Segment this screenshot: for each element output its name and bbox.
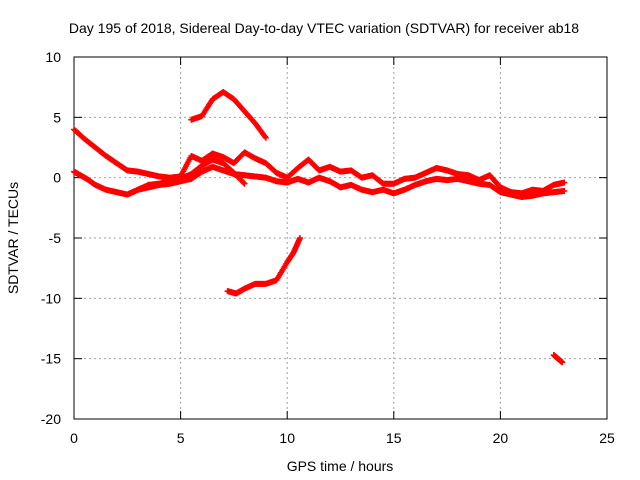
data-point — [262, 134, 269, 141]
x-tick-label: 20 — [493, 430, 509, 446]
x-tick-label: 15 — [386, 430, 402, 446]
grid-lines — [74, 57, 607, 419]
data-point — [240, 179, 247, 186]
series-track-6 — [550, 352, 566, 366]
data-point — [561, 187, 568, 194]
chart-title: Day 195 of 2018, Sidereal Day-to-day VTE… — [69, 20, 579, 36]
y-tick-label: 0 — [53, 170, 61, 186]
x-tick-label: 5 — [177, 430, 185, 446]
data-point — [241, 180, 248, 187]
data-point — [261, 133, 268, 140]
y-axis-label: SDTVAR / TECUs — [5, 182, 21, 294]
y-tick-label: -15 — [41, 351, 61, 367]
y-tick-label: 5 — [53, 109, 61, 125]
data-points — [71, 88, 568, 366]
data-point — [561, 179, 568, 186]
series-track-3 — [124, 163, 568, 200]
x-tick-label: 25 — [599, 430, 615, 446]
x-tick-label: 0 — [70, 430, 78, 446]
series-track-5 — [224, 235, 303, 297]
series-track-4 — [188, 88, 269, 141]
y-tick-label: -5 — [49, 230, 62, 246]
x-tick-label: 10 — [279, 430, 295, 446]
data-point — [559, 359, 566, 366]
y-tick-label: 10 — [45, 49, 61, 65]
x-axis-label: GPS time / hours — [287, 458, 394, 474]
axis-ticks: 0 5 10 15 20 25 -20 -15 -10 -5 0 5 10 — [41, 49, 615, 446]
y-tick-label: -20 — [41, 411, 61, 427]
data-point — [296, 235, 303, 241]
y-tick-label: -10 — [41, 290, 61, 306]
